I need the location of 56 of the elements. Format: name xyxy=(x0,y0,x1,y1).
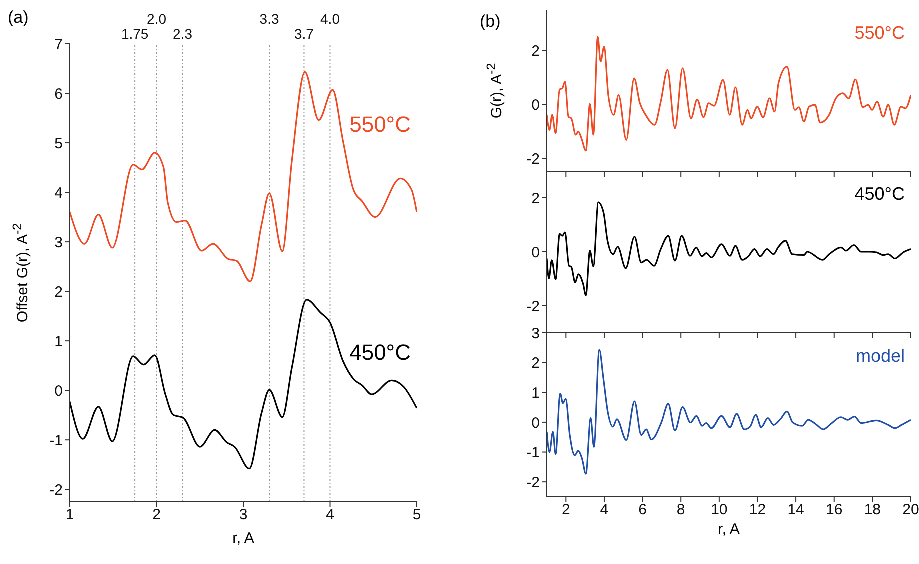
x-tick-label: 4 xyxy=(600,502,609,519)
y-tick-label: 3 xyxy=(532,325,540,342)
x-tick-label: 20 xyxy=(902,502,919,519)
x-axis-title: r, A xyxy=(232,530,256,547)
y-tick-label: 0 xyxy=(532,96,540,114)
y-tick-label: 4 xyxy=(54,184,63,202)
ref-line-label: 1.75 xyxy=(121,26,149,42)
y-tick-label: 1 xyxy=(532,384,540,402)
chart-title: (b) xyxy=(480,12,501,32)
y-tick-label: 3 xyxy=(54,234,63,252)
ref-line-label: 2.0 xyxy=(147,11,167,27)
x-tick-label: 12 xyxy=(749,502,766,519)
series-label: 450°C xyxy=(350,340,411,365)
x-tick-label: 2 xyxy=(562,502,570,519)
line-series xyxy=(70,71,417,282)
x-tick-label: 5 xyxy=(412,506,422,524)
y-tick-label: -1 xyxy=(50,432,63,450)
y-tick-label: -2 xyxy=(526,150,540,168)
y-tick-label: 2 xyxy=(532,42,540,60)
line-series xyxy=(70,299,417,470)
ref-line-label: 4.0 xyxy=(320,11,340,27)
series-label: 550°C xyxy=(350,112,411,138)
text: 550°C xyxy=(854,23,905,43)
x-axis-title: r, A xyxy=(717,521,741,538)
line-series xyxy=(547,202,911,296)
line-series xyxy=(547,349,911,475)
ref-line-label: 3.7 xyxy=(294,26,314,42)
y-tick-label: 6 xyxy=(54,86,63,103)
y-tick-label: 0 xyxy=(532,414,540,432)
y-tick-label: 2 xyxy=(54,284,63,301)
ref-line-label: 2.3 xyxy=(173,26,193,42)
text: 450°C xyxy=(854,184,905,204)
y-tick-label: 7 xyxy=(54,36,63,54)
x-tick-label: 2 xyxy=(152,506,161,524)
y-tick-label: 2 xyxy=(532,355,540,372)
chart-title: (a) xyxy=(8,8,29,28)
text: model xyxy=(856,346,905,366)
y-tick-label: 0 xyxy=(532,244,540,262)
y-tick-label: -2 xyxy=(50,482,63,499)
y-tick-label: 1 xyxy=(54,333,63,350)
x-tick-label: 16 xyxy=(826,502,843,519)
x-tick-label: 6 xyxy=(638,502,647,519)
ref-line-label: 3.3 xyxy=(260,11,280,27)
x-tick-label: 18 xyxy=(864,502,882,519)
x-tick-label: 8 xyxy=(676,502,686,519)
x-tick-label: 1 xyxy=(66,506,74,524)
x-tick-label: 10 xyxy=(711,502,728,519)
y-tick-label: -1 xyxy=(526,444,540,462)
x-tick-label: 14 xyxy=(788,502,804,519)
y-tick-label: -2 xyxy=(526,298,540,316)
y-tick-label: 0 xyxy=(54,382,63,400)
y-tick-label: -2 xyxy=(526,474,540,492)
y-tick-label: 2 xyxy=(532,190,540,208)
x-tick-label: 4 xyxy=(326,506,334,524)
y-tick-label: 5 xyxy=(54,135,63,152)
x-tick-label: 3 xyxy=(239,506,248,524)
